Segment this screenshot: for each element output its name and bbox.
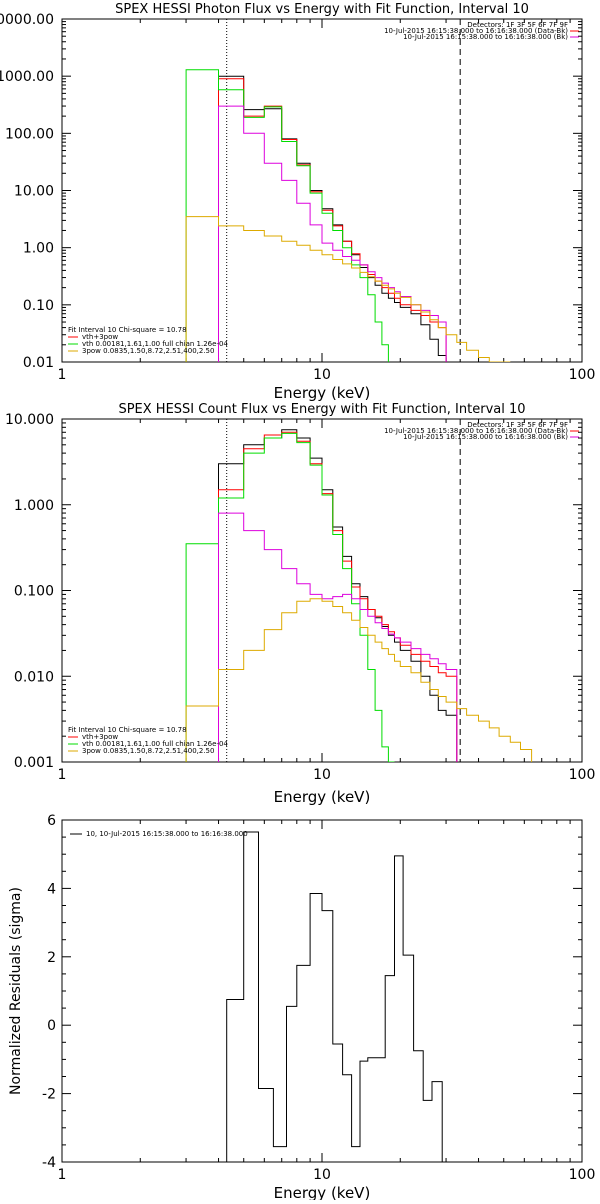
x-tick-label: 100: [569, 1167, 596, 1183]
legend-entry: Fit Interval 10 Chi-square = 10.78: [68, 726, 187, 734]
header-line: Detectors: 1F 3F 5F 6F 7F 9F: [467, 421, 568, 429]
y-tick-label: 2: [47, 950, 56, 966]
series-line-1: [226, 831, 461, 1162]
y-tick-label: -4: [42, 1155, 56, 1171]
x-axis-label: Energy (keV): [274, 384, 371, 402]
series-line-1: [218, 429, 458, 762]
legend-entry: vth+3pow: [82, 733, 118, 741]
header-line: 10-Jul-2015 16:15:38.000 to 16:16:38.000…: [384, 427, 568, 435]
chart-panel-2: SPEX HESSI Count Flux vs Energy with Fit…: [5, 402, 595, 806]
y-tick-label: 1.000: [14, 498, 54, 514]
series-line-3: [185, 432, 395, 762]
y-tick-label: 1000.00: [0, 69, 54, 85]
legend-entry: vth 0.00181,1.61,1.00 full chian 1.26e-0…: [82, 740, 228, 748]
y-tick-label: 4: [47, 881, 56, 897]
y-axis-label: Normalized Residuals (sigma): [8, 887, 24, 1095]
legend-entry: vth 0.00181,1.61,1.00 full chian 1.26e-0…: [82, 340, 228, 348]
y-tick-label: 0.01: [23, 355, 54, 371]
y-tick-label: -2: [42, 1087, 56, 1103]
x-tick-label: 1: [58, 1167, 67, 1183]
x-tick-label: 10: [313, 767, 331, 783]
header-line: 10-Jul-2015 16:15:38.000 to 16:16:38.000…: [403, 433, 568, 441]
legend-entry: 3pow 0.0835,1.50,8.72,2.51,400,2.50: [82, 347, 214, 355]
series-line-1: [218, 75, 447, 362]
x-tick-label: 1: [58, 367, 67, 383]
x-tick-label: 100: [569, 367, 596, 383]
chart-panel-1: SPEX HESSI Photon Flux vs Energy with Fi…: [0, 2, 595, 402]
x-tick-label: 10: [313, 367, 331, 383]
header-line: 10-Jul-2015 16:15:38.000 to 16:16:38.000…: [403, 33, 568, 41]
x-axis-label: Energy (keV): [274, 1184, 371, 1200]
series-line-2: [218, 431, 458, 762]
chart-title: SPEX HESSI Count Flux vs Energy with Fit…: [118, 402, 525, 417]
y-tick-label: 10.00: [14, 184, 54, 200]
y-tick-label: 0: [47, 1018, 56, 1034]
y-tick-label: 0.10: [23, 298, 54, 314]
x-tick-label: 100: [569, 767, 596, 783]
chart-panel-3: Energy (keV) Normalized Residuals (sigma)…: [8, 813, 596, 1202]
y-tick-label: 0.001: [14, 755, 54, 771]
legend-entry: Fit Interval 10 Chi-square = 10.78: [68, 326, 187, 334]
x-tick-label: 1: [58, 767, 67, 783]
x-axis-label: Energy (keV): [274, 788, 371, 806]
x-tick-label: 10: [313, 1167, 331, 1183]
y-tick-label: 0.100: [14, 584, 54, 600]
y-tick-label: 100.00: [5, 126, 54, 142]
series-line-5: [185, 598, 533, 762]
series-line-4: [218, 105, 447, 362]
legend-entry: vth+3pow: [82, 333, 118, 341]
y-tick-label: 10.000: [5, 412, 54, 428]
legend-entry: 3pow 0.0835,1.50,8.72,2.51,400,2.50: [82, 747, 214, 755]
y-tick-label: 6: [47, 813, 56, 829]
y-tick-label: 0.010: [14, 669, 54, 685]
series-line-3: [185, 69, 389, 362]
header-line: Detectors: 1F 3F 5F 6F 7F 9F: [467, 21, 568, 29]
legend-entry: 10, 10-Jul-2015 16:15:38.000 to 16:16:38…: [86, 830, 248, 838]
plot-frame: [61, 819, 583, 1163]
series-line-5: [185, 216, 511, 362]
series-line-4: [218, 512, 458, 762]
header-line: 10-Jul-2015 16:15:38.000 to 16:16:38.000…: [384, 27, 568, 35]
chart-title: SPEX HESSI Photon Flux vs Energy with Fi…: [115, 2, 529, 17]
y-tick-label: 1.00: [23, 241, 54, 257]
